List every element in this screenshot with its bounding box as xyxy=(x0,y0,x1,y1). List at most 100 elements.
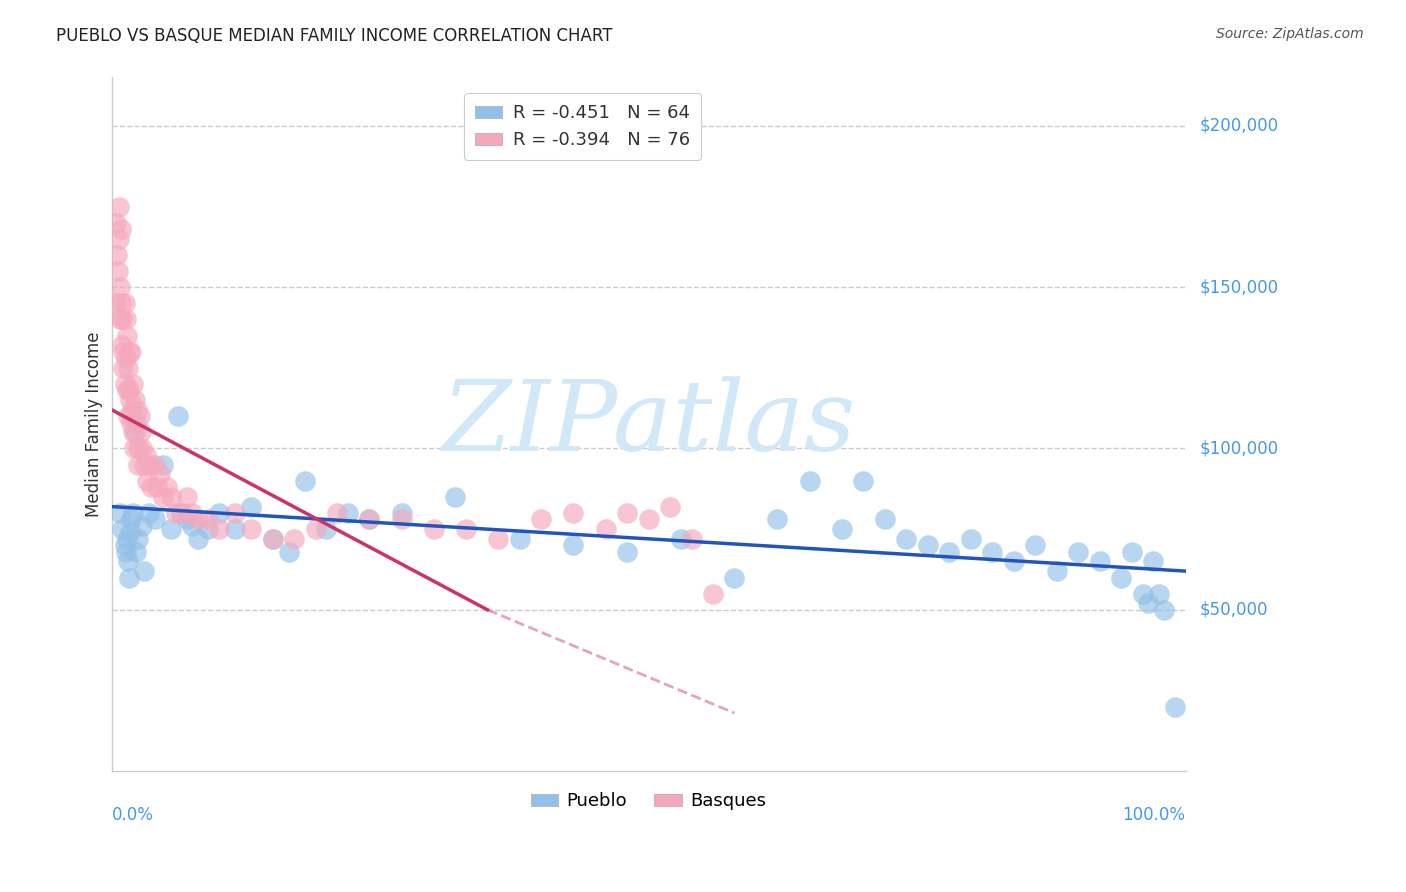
Point xyxy=(1002,554,1025,568)
Point xyxy=(852,474,875,488)
Text: $200,000: $200,000 xyxy=(1199,117,1278,135)
Point xyxy=(359,512,381,526)
Point xyxy=(131,442,153,456)
Text: ZIPatlas: ZIPatlas xyxy=(441,376,856,472)
Text: 100.0%: 100.0% xyxy=(1122,805,1185,824)
Point xyxy=(1164,699,1187,714)
Point xyxy=(1088,554,1111,568)
Point xyxy=(114,538,136,552)
Point xyxy=(118,344,141,359)
Point xyxy=(110,280,132,294)
Point xyxy=(112,360,135,375)
Point xyxy=(981,545,1004,559)
Point xyxy=(122,442,145,456)
Point xyxy=(141,480,163,494)
Point xyxy=(959,532,981,546)
Point xyxy=(127,458,149,472)
Point xyxy=(391,512,413,526)
Point xyxy=(149,467,172,482)
Point xyxy=(873,512,896,526)
Point xyxy=(681,532,703,546)
Point xyxy=(128,409,150,424)
Point xyxy=(165,506,187,520)
Point xyxy=(616,506,638,520)
Point xyxy=(120,512,142,526)
Point xyxy=(111,338,134,352)
Point xyxy=(391,506,413,520)
Point xyxy=(104,216,127,230)
Point xyxy=(170,506,193,520)
Point xyxy=(124,393,146,408)
Point xyxy=(562,506,585,520)
Text: $100,000: $100,000 xyxy=(1199,440,1278,458)
Point xyxy=(637,512,659,526)
Point xyxy=(122,506,145,520)
Point xyxy=(120,416,142,430)
Point xyxy=(145,480,167,494)
Text: Source: ZipAtlas.com: Source: ZipAtlas.com xyxy=(1216,27,1364,41)
Point xyxy=(118,384,141,398)
Point xyxy=(669,532,692,546)
Point xyxy=(132,564,155,578)
Point xyxy=(138,506,160,520)
Point xyxy=(122,425,145,440)
Point xyxy=(336,506,359,520)
Point xyxy=(326,506,349,520)
Point xyxy=(143,512,166,526)
Point xyxy=(129,425,152,440)
Point xyxy=(114,351,136,366)
Point xyxy=(115,328,138,343)
Point xyxy=(108,200,131,214)
Point xyxy=(766,512,789,526)
Point xyxy=(305,522,328,536)
Point xyxy=(1153,603,1175,617)
Point xyxy=(187,532,209,546)
Point xyxy=(117,554,139,568)
Point xyxy=(187,512,209,526)
Point xyxy=(530,512,553,526)
Point xyxy=(176,512,198,526)
Point xyxy=(181,506,204,520)
Point xyxy=(117,360,139,375)
Text: PUEBLO VS BASQUE MEDIAN FAMILY INCOME CORRELATION CHART: PUEBLO VS BASQUE MEDIAN FAMILY INCOME CO… xyxy=(56,27,613,45)
Point xyxy=(1024,538,1046,552)
Point xyxy=(124,425,146,440)
Point xyxy=(1121,545,1143,559)
Point xyxy=(118,570,141,584)
Point xyxy=(486,532,509,546)
Point xyxy=(115,532,138,546)
Point xyxy=(110,222,132,236)
Point xyxy=(723,570,745,584)
Point xyxy=(1046,564,1069,578)
Legend: Pueblo, Basques: Pueblo, Basques xyxy=(523,785,773,818)
Point xyxy=(240,500,263,514)
Point xyxy=(152,490,174,504)
Point xyxy=(799,474,821,488)
Point xyxy=(117,409,139,424)
Point xyxy=(120,344,142,359)
Point xyxy=(454,522,477,536)
Point xyxy=(110,312,132,326)
Point xyxy=(122,376,145,391)
Point xyxy=(152,458,174,472)
Point xyxy=(127,532,149,546)
Point xyxy=(294,474,316,488)
Point xyxy=(167,409,190,424)
Point xyxy=(240,522,263,536)
Point xyxy=(121,402,143,417)
Point xyxy=(111,312,134,326)
Point xyxy=(159,490,181,504)
Point xyxy=(831,522,853,536)
Point xyxy=(224,506,246,520)
Point xyxy=(114,545,136,559)
Point xyxy=(659,500,682,514)
Point xyxy=(896,532,918,546)
Point xyxy=(1109,570,1132,584)
Point xyxy=(170,506,193,520)
Point xyxy=(509,532,531,546)
Point xyxy=(181,519,204,533)
Point xyxy=(197,522,219,536)
Point xyxy=(562,538,585,552)
Point xyxy=(111,522,134,536)
Point xyxy=(262,532,284,546)
